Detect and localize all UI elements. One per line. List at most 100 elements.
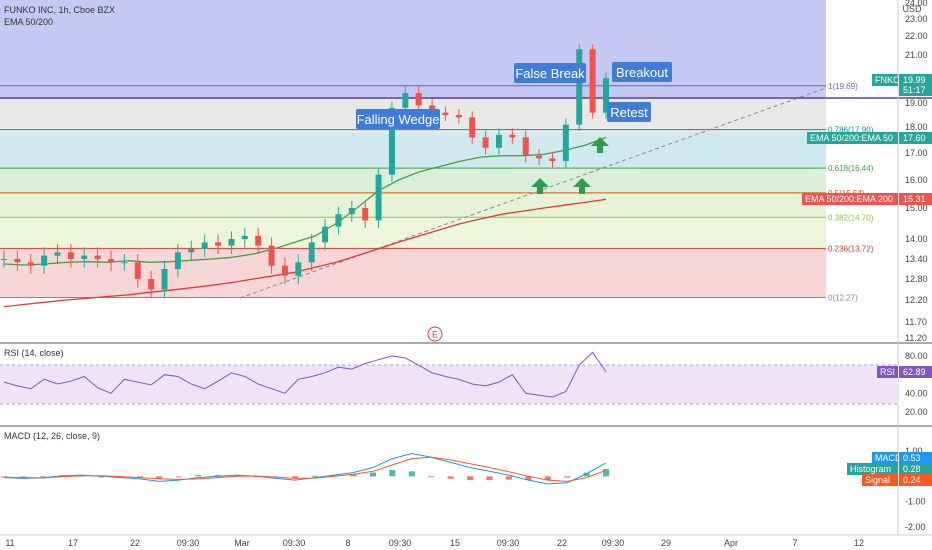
- price-tick-label: 19.00: [905, 98, 928, 108]
- candle-body: [268, 245, 275, 266]
- time-tick-label: 7: [792, 538, 797, 548]
- up-arrow-icon: [531, 178, 549, 194]
- price-tag-histogram: Histogram 0.28: [847, 463, 932, 475]
- macd-hist-bar: [156, 476, 163, 479]
- macd-hist-bar: [544, 476, 551, 481]
- price-tag-ema200-label-bg: [802, 193, 898, 205]
- annotation-retest[interactable]: Retest: [607, 102, 651, 122]
- rsi-series-line: [3, 351, 607, 398]
- candle-body: [41, 255, 48, 266]
- fib-zone-top: [0, 0, 826, 98]
- candle-body: [27, 262, 34, 266]
- price-tag-ema200-value: 15.31: [903, 194, 926, 204]
- price-tag-macd: MACD 0.53: [872, 452, 932, 464]
- candle-body: [308, 242, 315, 263]
- price-tag-ema200-value-bg: [899, 193, 932, 205]
- macd-hist-bar: [583, 472, 590, 477]
- macd-hist-bar: [20, 476, 27, 478]
- price-tick-label: 21.00: [905, 50, 928, 60]
- candle-body: [589, 49, 596, 113]
- annotation-false-break[interactable]: False Break: [514, 63, 586, 83]
- macd-label: MACD (12, 26, close, 9): [4, 431, 100, 441]
- time-axis[interactable]: 11 17 22 09:30 Mar 09:30 8 09:30 15 09:30 22 09:30 2…: [5, 538, 864, 548]
- candle-body: [148, 279, 155, 290]
- price-tag-histogram-value-bg: [899, 463, 932, 475]
- price-tag-macd-value: 0.53: [903, 453, 921, 463]
- fib-zones: [0, 0, 826, 297]
- macd-hist-bar: [214, 475, 221, 477]
- candle-body: [549, 158, 556, 162]
- candle-body: [509, 134, 516, 138]
- candle-body: [562, 124, 569, 162]
- candle-body: [375, 174, 382, 221]
- price-tag-signal-label: Signal: [865, 475, 890, 485]
- price-tag-ema50: EMA 50/200:EMA 50 17.60: [807, 132, 932, 144]
- candle-body: [134, 262, 141, 279]
- candle-body: [94, 255, 101, 259]
- macd-hist-bar: [98, 476, 105, 478]
- price-tag-fnko-value: 19.99: [903, 75, 926, 85]
- price-tick-label: 12.80: [905, 274, 928, 284]
- time-tick-label: 09:30: [283, 538, 306, 548]
- candle-body: [455, 115, 462, 118]
- candle-body: [201, 242, 208, 249]
- fib-zone-0618-05: [0, 168, 826, 192]
- rsi-tick-label: 20.00: [905, 407, 928, 417]
- candle-body: [188, 249, 195, 253]
- candle-body: [174, 252, 181, 269]
- macd-hist-bar: [389, 470, 396, 477]
- annotation-falling-wedge[interactable]: Falling Wedge: [356, 109, 440, 129]
- price-tick-label: 18.00: [905, 122, 928, 132]
- candle-body: [522, 137, 529, 156]
- macd-series-signal: [3, 456, 607, 482]
- candle-body: [255, 235, 262, 246]
- candle-body: [281, 265, 288, 276]
- macd-hist-bar: [175, 476, 182, 478]
- macd-hist-bar: [350, 474, 357, 477]
- macd-hist-bar: [603, 468, 609, 477]
- annotation-false-break-text: False Break: [515, 66, 585, 81]
- candle-body: [415, 93, 422, 106]
- candle-body: [388, 107, 395, 175]
- price-axis[interactable]: 24.0023.0022.0021.0020.0019.0018.0017.00…: [905, 0, 928, 343]
- time-tick-label: 29: [661, 538, 671, 548]
- candle-body: [228, 239, 235, 246]
- time-tick-label: Apr: [724, 538, 738, 548]
- fib-label-0: 0(12.27): [828, 294, 858, 303]
- candle-body: [469, 117, 476, 138]
- up-arrow-icon: [573, 178, 591, 194]
- macd-hist-bar: [253, 476, 260, 478]
- price-tag-histogram-value: 0.28: [903, 464, 921, 474]
- ema-line-ema-200: [3, 198, 607, 308]
- candle-body: [121, 262, 128, 264]
- candles: [1, 44, 609, 299]
- price-tick-label: 13.40: [905, 254, 928, 264]
- trend-line[interactable]: [239, 87, 827, 299]
- currency-label: USD: [902, 4, 922, 14]
- price-tag-signal-label-bg: [862, 474, 898, 486]
- ema-lines: [3, 136, 607, 308]
- macd-hist-bar: [39, 476, 46, 478]
- candle-body: [81, 255, 88, 259]
- time-tick-label: 8: [345, 538, 350, 548]
- time-tick-label: 09:30: [602, 538, 625, 548]
- annotation-breakout[interactable]: Breakout: [612, 62, 672, 82]
- price-tag-rsi-value: 62.89: [903, 367, 926, 377]
- macd-hist-bar: [408, 471, 415, 477]
- macd-hist-bar: [525, 476, 532, 481]
- price-tick-label: 24.00: [905, 0, 928, 8]
- earnings-marker[interactable]: E: [427, 326, 443, 342]
- price-tag-histogram-label: Histogram: [850, 464, 891, 474]
- candle-body: [362, 208, 369, 221]
- price-tag-fnko-label: FNKO: [875, 75, 900, 85]
- candle-body: [402, 93, 409, 108]
- price-tick-label: 22.00: [905, 31, 928, 41]
- candle-body: [335, 214, 342, 227]
- rsi-line: [3, 351, 607, 398]
- price-tag-rsi-value-bg: [899, 366, 932, 378]
- price-tick-label: 14.00: [905, 234, 928, 244]
- candle-body: [295, 262, 302, 276]
- candle-body: [1, 259, 7, 260]
